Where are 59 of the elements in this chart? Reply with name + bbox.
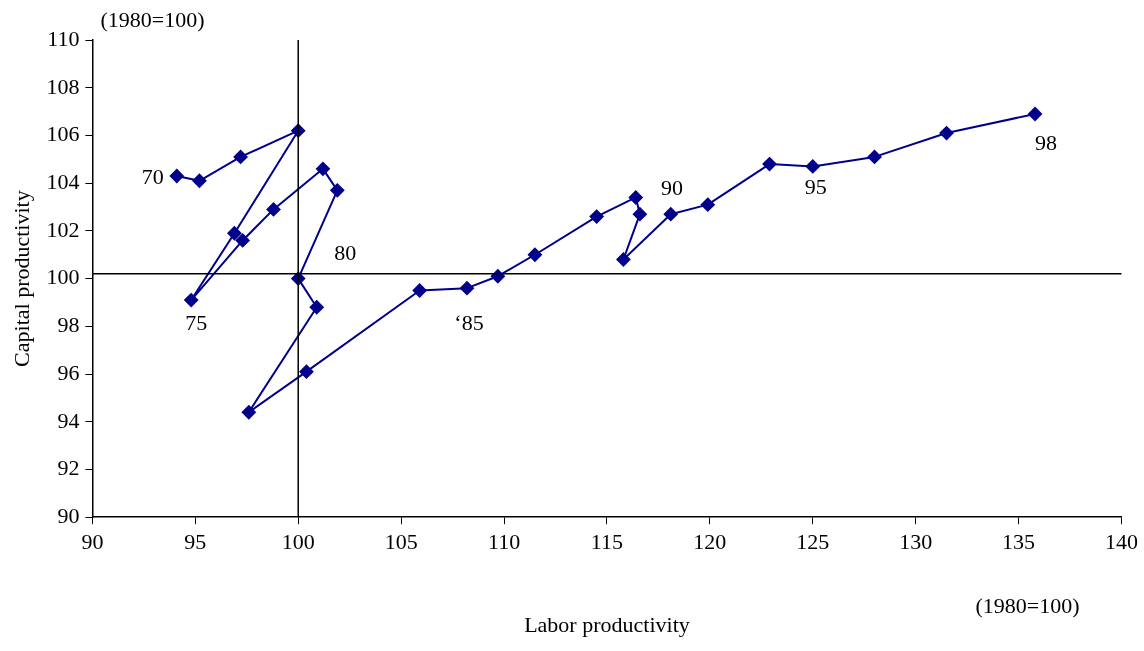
- x-tick-label: 95: [184, 529, 207, 555]
- y-tick-label: 110: [47, 25, 80, 51]
- y-tick-label: 90: [57, 502, 80, 528]
- x-tick-label: 90: [81, 529, 104, 555]
- text: (1980=100): [100, 6, 205, 32]
- point: [241, 405, 256, 420]
- text: (1980=100): [975, 592, 1080, 618]
- x-tick-label: 135: [1002, 529, 1036, 555]
- point: [805, 159, 820, 174]
- y-tick-label: 98: [57, 312, 80, 338]
- point: [412, 283, 427, 298]
- x-tick-label: 110: [487, 529, 521, 555]
- point: [628, 190, 643, 205]
- y-tick-label: 106: [46, 121, 80, 147]
- y-tick-label: 96: [57, 359, 80, 385]
- point: [330, 183, 345, 198]
- annotation: 75: [185, 309, 208, 335]
- point: [266, 202, 281, 217]
- x-axis-title: Labor productivity: [524, 611, 690, 637]
- point: [939, 126, 954, 141]
- point: [233, 149, 248, 164]
- point: [309, 300, 324, 315]
- x-tick-label: 130: [899, 529, 933, 555]
- annotation: ‘85: [454, 309, 484, 335]
- annotation: 90: [660, 174, 683, 200]
- point: [632, 207, 647, 222]
- point: [589, 209, 604, 224]
- point: [762, 157, 777, 172]
- y-axis-title: Capital productivity: [8, 190, 34, 367]
- annotation: 70: [141, 163, 164, 189]
- x-tick-label: 140: [1105, 529, 1138, 555]
- point: [169, 169, 184, 183]
- y-tick-label: 102: [46, 216, 80, 242]
- point: [227, 226, 242, 241]
- y-tick-label: 100: [46, 264, 80, 290]
- annotation: 98: [1035, 129, 1058, 155]
- point: [315, 161, 330, 176]
- y-tick-label: 108: [46, 73, 80, 99]
- point: [527, 247, 542, 262]
- x-tick-label: 105: [384, 529, 418, 555]
- x-tick-label: 100: [281, 529, 315, 555]
- annotation: 95: [804, 174, 827, 200]
- point: [663, 207, 678, 222]
- point: [1028, 106, 1043, 121]
- point: [867, 149, 882, 164]
- y-tick-label: 92: [57, 455, 80, 481]
- x-tick-label: 120: [693, 529, 727, 555]
- point: [616, 252, 631, 267]
- annotation: 80: [334, 240, 357, 266]
- y-tick-label: 94: [57, 407, 80, 433]
- point: [459, 281, 474, 296]
- y-tick-label: 104: [46, 168, 80, 194]
- x-tick-label: 115: [590, 529, 624, 555]
- x-tick-label: 125: [796, 529, 830, 555]
- point: [235, 233, 250, 248]
- point: [299, 364, 314, 379]
- point: [700, 197, 715, 212]
- point: [184, 293, 199, 308]
- point: [192, 173, 207, 188]
